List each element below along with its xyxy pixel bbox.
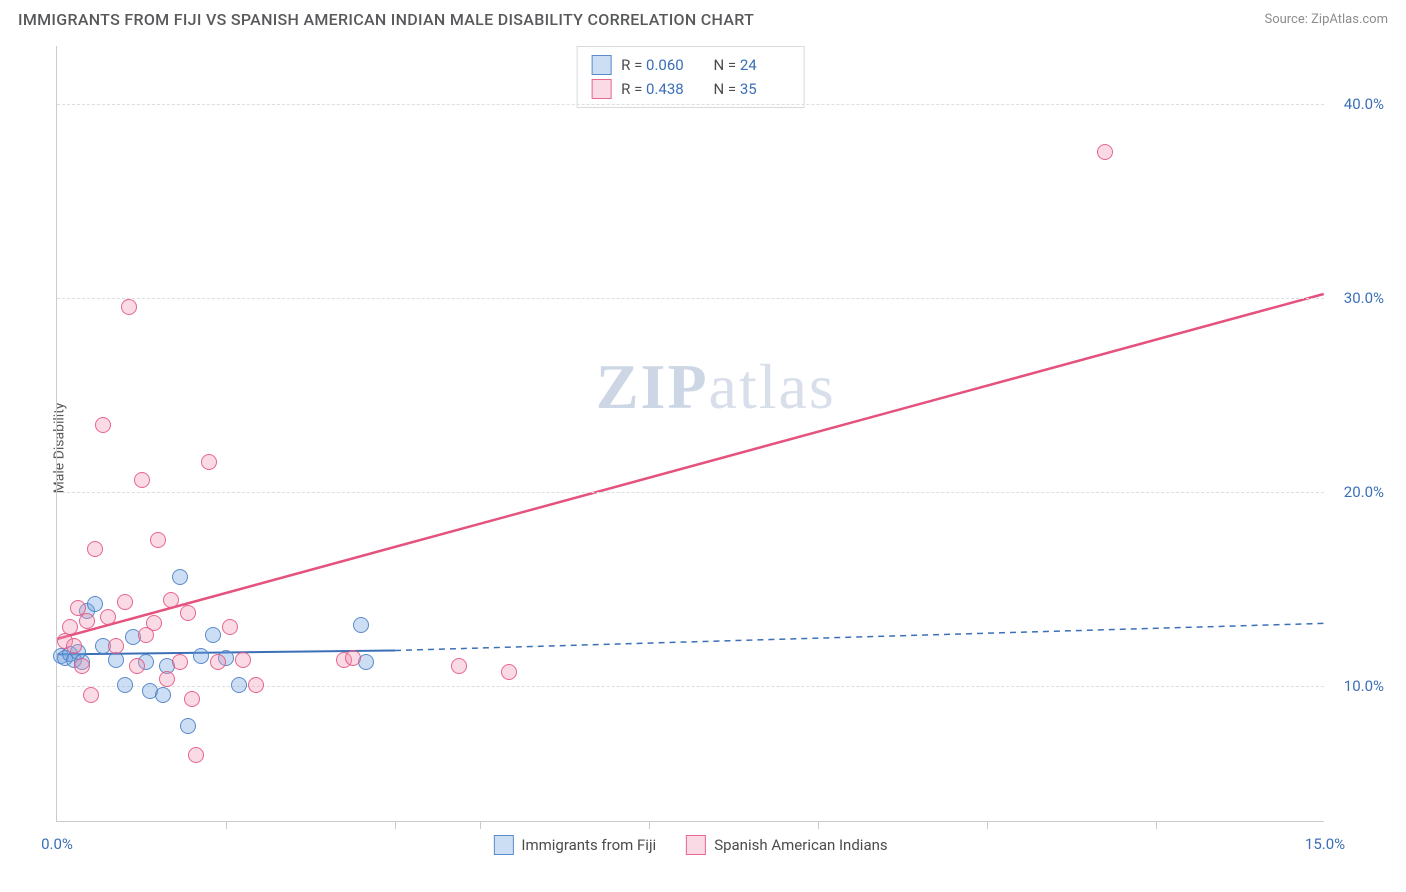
trendline	[57, 294, 1323, 639]
data-point	[134, 472, 150, 488]
legend-swatch	[591, 79, 611, 99]
legend-r-label: R = 0.060	[621, 53, 696, 77]
legend-swatch	[686, 835, 706, 855]
legend-row: R = 0.438 N = 35	[591, 77, 790, 101]
y-tick-label: 40.0%	[1344, 95, 1384, 113]
gridline	[57, 298, 1324, 299]
x-tick	[1156, 821, 1157, 829]
x-tick-label: 15.0%	[1305, 835, 1345, 853]
data-point	[155, 687, 171, 703]
x-tick	[226, 821, 227, 829]
data-point	[74, 658, 90, 674]
data-point	[100, 609, 116, 625]
legend-n-label: N = 35	[706, 77, 790, 101]
chart-title: IMMIGRANTS FROM FIJI VS SPANISH AMERICAN…	[18, 10, 754, 29]
data-point	[501, 664, 517, 680]
legend-n-label: N = 24	[706, 53, 790, 77]
data-point	[451, 658, 467, 674]
data-point	[210, 654, 226, 670]
legend-n-value: 24	[740, 53, 790, 77]
data-point	[95, 417, 111, 433]
trendlines-svg	[57, 46, 1324, 821]
data-point	[1097, 144, 1113, 160]
legend-n-value: 35	[740, 77, 790, 101]
legend-row: R = 0.060 N = 24	[591, 53, 790, 77]
data-point	[117, 594, 133, 610]
data-point	[66, 638, 82, 654]
data-point	[83, 687, 99, 703]
data-point	[108, 638, 124, 654]
legend-r-value: 0.438	[646, 77, 696, 101]
data-point	[172, 654, 188, 670]
x-tick	[987, 821, 988, 829]
data-point	[193, 648, 209, 664]
legend-swatch	[591, 55, 611, 75]
x-tick	[480, 821, 481, 829]
trendline-dashed	[395, 623, 1324, 650]
x-tick	[818, 821, 819, 829]
data-point	[117, 677, 133, 693]
legend-r-label: R = 0.438	[621, 77, 696, 101]
data-point	[163, 592, 179, 608]
x-tick	[649, 821, 650, 829]
legend-series-name: Immigrants from Fiji	[521, 836, 656, 854]
data-point	[180, 605, 196, 621]
legend-series-name: Spanish American Indians	[714, 836, 887, 854]
data-point	[129, 658, 145, 674]
data-point	[222, 619, 238, 635]
data-point	[248, 677, 264, 693]
legend-r-value: 0.060	[646, 53, 696, 77]
data-point	[201, 454, 217, 470]
correlation-legend: R = 0.060 N = 24R = 0.438 N = 35	[576, 46, 805, 108]
data-point	[172, 569, 188, 585]
data-point	[231, 677, 247, 693]
data-point	[180, 718, 196, 734]
data-point	[87, 596, 103, 612]
data-point	[121, 299, 137, 315]
data-point	[184, 691, 200, 707]
y-tick-label: 10.0%	[1344, 677, 1384, 695]
data-point	[188, 747, 204, 763]
data-point	[79, 613, 95, 629]
data-point	[353, 617, 369, 633]
data-point	[146, 615, 162, 631]
y-tick-label: 20.0%	[1344, 483, 1384, 501]
plot-area: ZIPatlas R = 0.060 N = 24R = 0.438 N = 3…	[56, 46, 1324, 822]
y-tick-label: 30.0%	[1344, 289, 1384, 307]
legend-item: Immigrants from Fiji	[493, 835, 656, 855]
x-tick-label: 0.0%	[41, 835, 73, 853]
data-point	[205, 627, 221, 643]
data-point	[235, 652, 251, 668]
chart-container: Male Disability ZIPatlas R = 0.060 N = 2…	[18, 38, 1388, 858]
data-point	[159, 671, 175, 687]
legend-item: Spanish American Indians	[686, 835, 887, 855]
data-point	[62, 619, 78, 635]
data-point	[345, 650, 361, 666]
data-point	[150, 532, 166, 548]
gridline	[57, 104, 1324, 105]
gridline	[57, 492, 1324, 493]
source-label: Source: ZipAtlas.com	[1264, 12, 1388, 27]
data-point	[87, 541, 103, 557]
x-tick	[395, 821, 396, 829]
series-legend: Immigrants from Fiji Spanish American Ind…	[493, 835, 887, 855]
legend-swatch	[493, 835, 513, 855]
